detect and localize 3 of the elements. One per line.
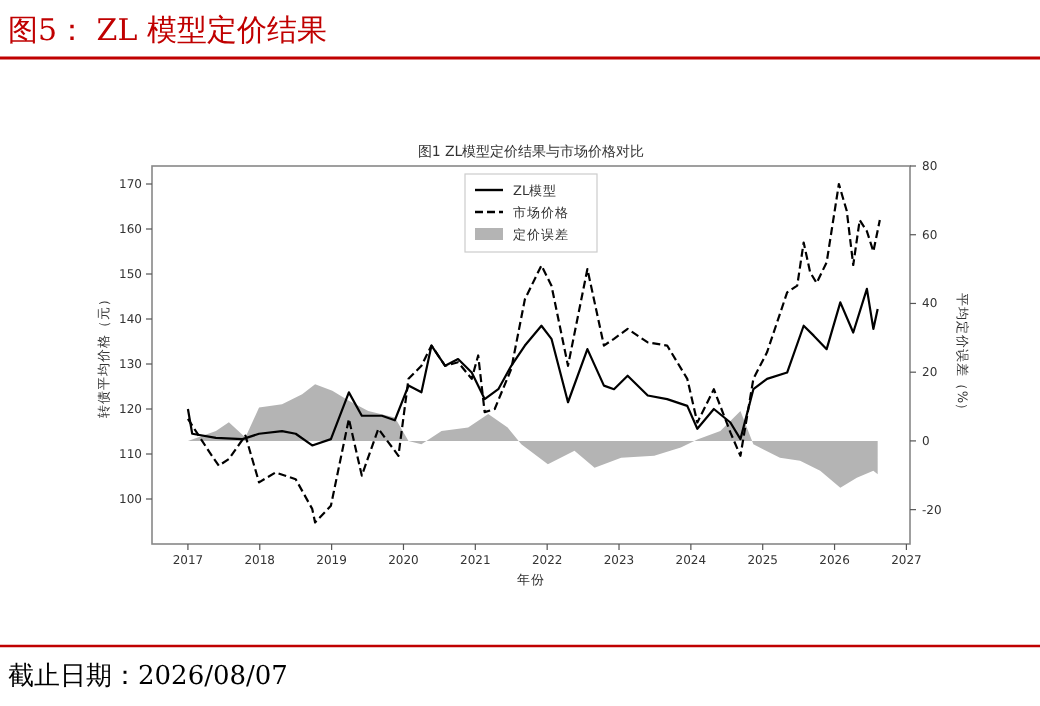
text: 截止日期：2026/08/07 [8,662,288,692]
line-series [186,182,881,524]
chart-title: 图5： ZL 模型定价结果 [8,12,327,48]
